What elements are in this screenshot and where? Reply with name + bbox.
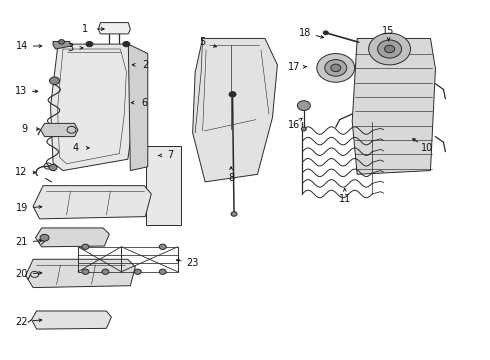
Polygon shape [352,39,436,174]
Circle shape [86,41,93,47]
Text: 19: 19 [16,203,28,213]
Circle shape [49,165,57,171]
Text: 2: 2 [142,60,148,70]
Circle shape [134,269,141,274]
Text: 6: 6 [141,98,147,108]
Text: 13: 13 [15,86,27,96]
Circle shape [325,60,347,76]
Circle shape [378,40,401,58]
Text: 3: 3 [68,43,74,53]
Text: 15: 15 [382,26,395,36]
Text: 11: 11 [339,194,351,204]
Text: 8: 8 [228,173,234,183]
Text: 1: 1 [82,24,89,34]
Polygon shape [193,39,277,182]
Circle shape [229,92,236,97]
Text: 9: 9 [22,124,28,134]
Text: 7: 7 [167,150,173,161]
Circle shape [231,212,237,216]
Circle shape [82,269,89,274]
Circle shape [58,40,65,44]
Circle shape [159,244,166,249]
Text: 10: 10 [421,143,433,153]
Circle shape [159,269,166,274]
Text: 22: 22 [15,316,28,327]
Polygon shape [33,186,151,219]
Text: 16: 16 [288,120,300,130]
Circle shape [123,41,130,47]
Text: 4: 4 [73,143,78,153]
Circle shape [40,234,49,241]
Polygon shape [98,23,130,34]
Circle shape [317,54,355,82]
Circle shape [385,45,394,53]
Text: 21: 21 [16,237,28,247]
Circle shape [331,64,341,72]
Polygon shape [25,259,135,288]
Polygon shape [147,146,181,225]
Text: 14: 14 [16,41,28,51]
Text: 18: 18 [299,28,311,38]
Polygon shape [128,44,148,171]
Circle shape [297,101,310,111]
Text: 20: 20 [16,269,28,279]
Circle shape [301,127,306,131]
Circle shape [49,77,59,85]
Polygon shape [41,123,78,136]
Polygon shape [32,311,111,329]
Polygon shape [36,228,109,247]
Circle shape [368,33,411,65]
Circle shape [323,31,328,35]
Text: 5: 5 [199,37,206,47]
Circle shape [82,244,89,249]
Polygon shape [50,44,136,171]
Text: 12: 12 [16,167,28,177]
Circle shape [102,269,109,274]
Polygon shape [53,41,72,49]
Text: 17: 17 [288,62,300,72]
Text: 23: 23 [187,258,199,268]
